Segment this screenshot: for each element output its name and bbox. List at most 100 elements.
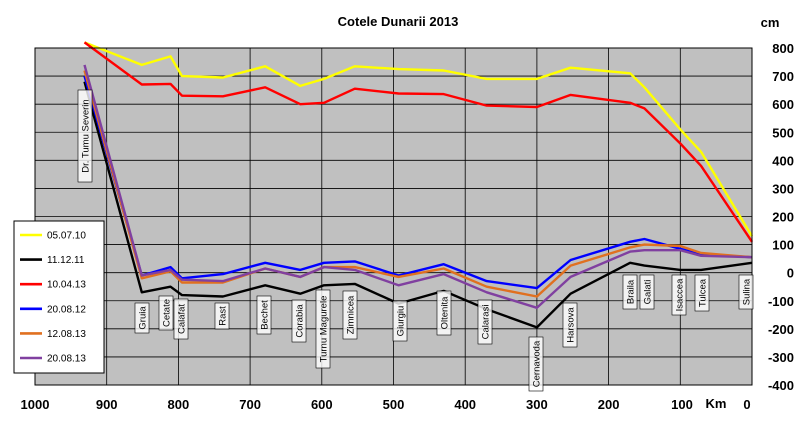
y-tick-label: 800 bbox=[772, 41, 794, 56]
legend-label: 12.08.13 bbox=[47, 329, 86, 340]
series-line-3 bbox=[83, 41, 753, 243]
station-label-box bbox=[342, 290, 358, 340]
station-label: Gruia bbox=[134, 302, 150, 334]
station-label-text: Corabia bbox=[295, 304, 306, 338]
station-label-box bbox=[214, 302, 230, 330]
station-label: Giurgiu bbox=[392, 300, 408, 342]
station-label-box bbox=[158, 295, 174, 331]
station-label: Turnu Magurele bbox=[315, 289, 331, 369]
station-label-box bbox=[671, 274, 687, 316]
station-label-box bbox=[256, 295, 272, 335]
y-tick-label: 100 bbox=[772, 238, 794, 253]
station-label-box bbox=[639, 274, 655, 310]
x-tick-label: 100 bbox=[671, 397, 693, 412]
x-tick-label: 300 bbox=[526, 397, 548, 412]
x-tick-label: 800 bbox=[168, 397, 190, 412]
station-label: Cernavoda bbox=[528, 336, 544, 392]
station-label-text: Tulcea bbox=[698, 278, 709, 307]
y-tick-label: 200 bbox=[772, 210, 794, 225]
station-label: Sulina bbox=[738, 274, 754, 310]
y-tick-label: -400 bbox=[768, 378, 794, 393]
x-tick-label: 700 bbox=[239, 397, 261, 412]
station-label-text: Giurgiu bbox=[396, 306, 407, 337]
station-label: Braila bbox=[622, 274, 638, 310]
station-label-text: Cernavoda bbox=[532, 340, 543, 387]
x-tick-labels: 1000 900 800 700 600 500 400 300 200 100 0 bbox=[21, 397, 751, 412]
y-tick-label: 300 bbox=[772, 181, 794, 196]
x-tick-label: 500 bbox=[383, 397, 405, 412]
station-label: Calarasi bbox=[477, 299, 493, 345]
station-label: Corabia bbox=[291, 299, 307, 343]
x-tick-label: 1000 bbox=[21, 397, 50, 412]
legend: 05.07.10 11.12.11 10.04.13 20.08.12 12.08.13… bbox=[13, 220, 105, 374]
station-label: Isaccea bbox=[671, 274, 687, 316]
station-label-text: Dr. Tumu Severin bbox=[81, 99, 92, 172]
station-label: Oltenita bbox=[436, 290, 452, 336]
station-label-box bbox=[77, 89, 93, 183]
station-label: Bechet bbox=[256, 295, 272, 335]
station-label-box bbox=[315, 289, 331, 369]
station-label-box bbox=[173, 298, 189, 340]
station-labels: Dr. Tumu Severin Gruia Cetate Calafat Rast Be… bbox=[77, 89, 754, 392]
legend-label: 10.04.13 bbox=[47, 280, 86, 291]
y-tick-label: 700 bbox=[772, 69, 794, 84]
x-tick-label: 600 bbox=[311, 397, 333, 412]
station-label-text: Calafat bbox=[177, 304, 188, 334]
station-label-text: Bechet bbox=[260, 300, 271, 330]
y-tick-label: -300 bbox=[768, 350, 794, 365]
station-label-box bbox=[392, 300, 408, 342]
series-line-6 bbox=[83, 64, 753, 309]
y-tick-labels: 800 700 600 500 400 300 200 100 0 -100 -200 -300 -40… bbox=[768, 41, 794, 393]
legend-box bbox=[13, 220, 105, 374]
station-label-text: Galati bbox=[643, 280, 654, 305]
station-label-text: Sulina bbox=[742, 278, 753, 305]
station-label-box bbox=[134, 302, 150, 334]
station-label-text: Isaccea bbox=[675, 278, 686, 311]
station-label-text: Calarasi bbox=[481, 305, 492, 340]
station-label-text: Turnu Magurele bbox=[319, 296, 330, 363]
station-label-box bbox=[436, 290, 452, 336]
station-label: Tulcea bbox=[694, 274, 710, 312]
legend-label: 20.08.13 bbox=[47, 354, 86, 365]
station-label: Zimnicea bbox=[342, 290, 358, 340]
station-label: Harsova bbox=[562, 302, 578, 348]
x-tick-label: 400 bbox=[454, 397, 476, 412]
y-tick-label: 500 bbox=[772, 125, 794, 140]
legend-label: 20.08.12 bbox=[47, 304, 86, 315]
x-tick-label: 900 bbox=[96, 397, 118, 412]
station-label: Cetate bbox=[158, 295, 174, 331]
x-tick-label: 200 bbox=[598, 397, 620, 412]
station-label: Calafat bbox=[173, 298, 189, 340]
station-label-box bbox=[528, 336, 544, 392]
legend-label: 11.12.11 bbox=[47, 255, 85, 266]
station-label: Dr. Tumu Severin bbox=[77, 89, 93, 183]
y-tick-label: 0 bbox=[787, 266, 794, 281]
x-axis-unit: Km bbox=[706, 396, 727, 411]
series-line-1 bbox=[84, 41, 754, 237]
y-tick-label: 600 bbox=[772, 97, 794, 112]
station-label-text: Gruia bbox=[138, 306, 149, 330]
station-label-box bbox=[562, 302, 578, 348]
plot-border bbox=[34, 47, 753, 386]
station-label-text: Oltenita bbox=[440, 296, 451, 329]
station-label-text: Braila bbox=[626, 279, 637, 304]
station-label-box bbox=[694, 274, 710, 312]
y-tick-label: -200 bbox=[768, 322, 794, 337]
chart-title: Cotele Dunarii 2013 bbox=[338, 14, 459, 29]
series-line-5 bbox=[83, 70, 753, 298]
station-label-text: Rast bbox=[218, 306, 229, 326]
station-label: Rast bbox=[214, 302, 230, 330]
station-label-text: Zimnicea bbox=[346, 295, 357, 334]
y-tick-label: -100 bbox=[768, 294, 794, 309]
station-label-text: Cetate bbox=[162, 299, 173, 327]
y-tick-label: 400 bbox=[772, 153, 794, 168]
station-label-text: Harsova bbox=[566, 307, 577, 343]
y-axis-unit: cm bbox=[761, 15, 780, 30]
legend-label: 05.07.10 bbox=[47, 231, 86, 242]
station-label-box bbox=[738, 274, 754, 310]
x-tick-label: 0 bbox=[743, 397, 750, 412]
station-label-box bbox=[291, 299, 307, 343]
station-label: Galati bbox=[639, 274, 655, 310]
station-label-box bbox=[622, 274, 638, 310]
